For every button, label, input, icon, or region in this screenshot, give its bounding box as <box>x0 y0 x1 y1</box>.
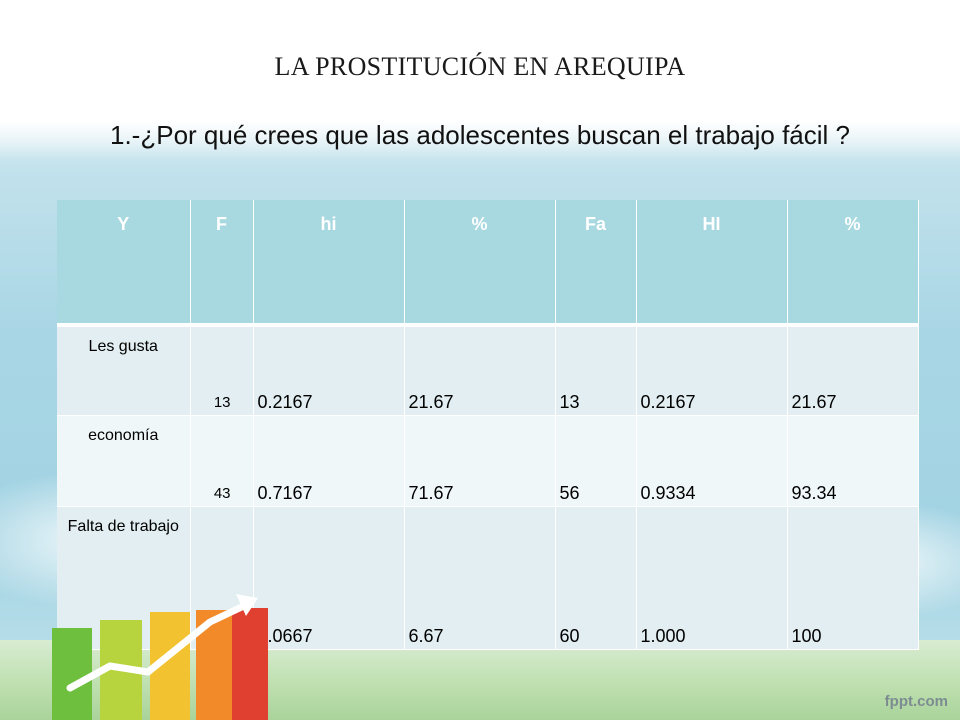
fppt-logo: fppt.com <box>884 693 948 710</box>
header-percent: % <box>404 200 556 327</box>
question-text: 1.-¿Por qué crees que las adolescentes b… <box>110 120 850 150</box>
decorative-bar-graphic <box>52 594 268 720</box>
header-hi: hi <box>253 200 405 327</box>
cell-hi: 0.2167 <box>253 325 405 416</box>
cell-hi-cumulative: 0.9334 <box>636 415 788 507</box>
header-fa: Fa <box>555 200 637 327</box>
slide-title: LA PROSTITUCIÓN EN AREQUIPA <box>274 52 686 81</box>
cell-category: Les gusta <box>57 325 191 416</box>
cell-hi-cumulative: 1.000 <box>636 506 788 650</box>
cell-percent-cumulative: 21.67 <box>787 325 919 416</box>
arrow-head-icon <box>236 594 258 616</box>
cell-hi-cumulative: 0.2167 <box>636 325 788 416</box>
cell-hi: 0.7167 <box>253 415 405 507</box>
header-f: F <box>190 200 254 327</box>
cell-f: 13 <box>190 325 254 416</box>
cell-hi: 0.0667 <box>253 506 405 650</box>
header-hi-cumulative: HI <box>636 200 788 327</box>
cell-fa: 60 <box>555 506 637 650</box>
cell-percent-cumulative: 100 <box>787 506 919 650</box>
cell-percent: 6.67 <box>404 506 556 650</box>
table-row: economía 43 0.7167 71.67 56 0.9334 93.34 <box>57 415 919 507</box>
cell-percent: 71.67 <box>404 415 556 507</box>
cell-category: economía <box>57 415 191 507</box>
header-percent-cumulative: % <box>787 200 919 327</box>
cell-percent: 21.67 <box>404 325 556 416</box>
cell-f: 43 <box>190 415 254 507</box>
header-y: Y <box>57 200 191 327</box>
cell-fa: 13 <box>555 325 637 416</box>
decor-bar <box>52 628 92 720</box>
decor-bar <box>232 608 268 720</box>
table-header-row: Y F hi % Fa HI % <box>57 200 919 327</box>
cell-fa: 56 <box>555 415 637 507</box>
table-row: Falta de trabajo 4 0.0667 6.67 60 1.000 … <box>57 506 919 650</box>
frequency-table: Y F hi % Fa HI % Les gusta 13 0.2167 21.… <box>57 200 919 650</box>
cell-percent-cumulative: 93.34 <box>787 415 919 507</box>
trend-arrow-line <box>66 600 252 692</box>
table-row: Les gusta 13 0.2167 21.67 13 0.2167 21.6… <box>57 325 919 416</box>
